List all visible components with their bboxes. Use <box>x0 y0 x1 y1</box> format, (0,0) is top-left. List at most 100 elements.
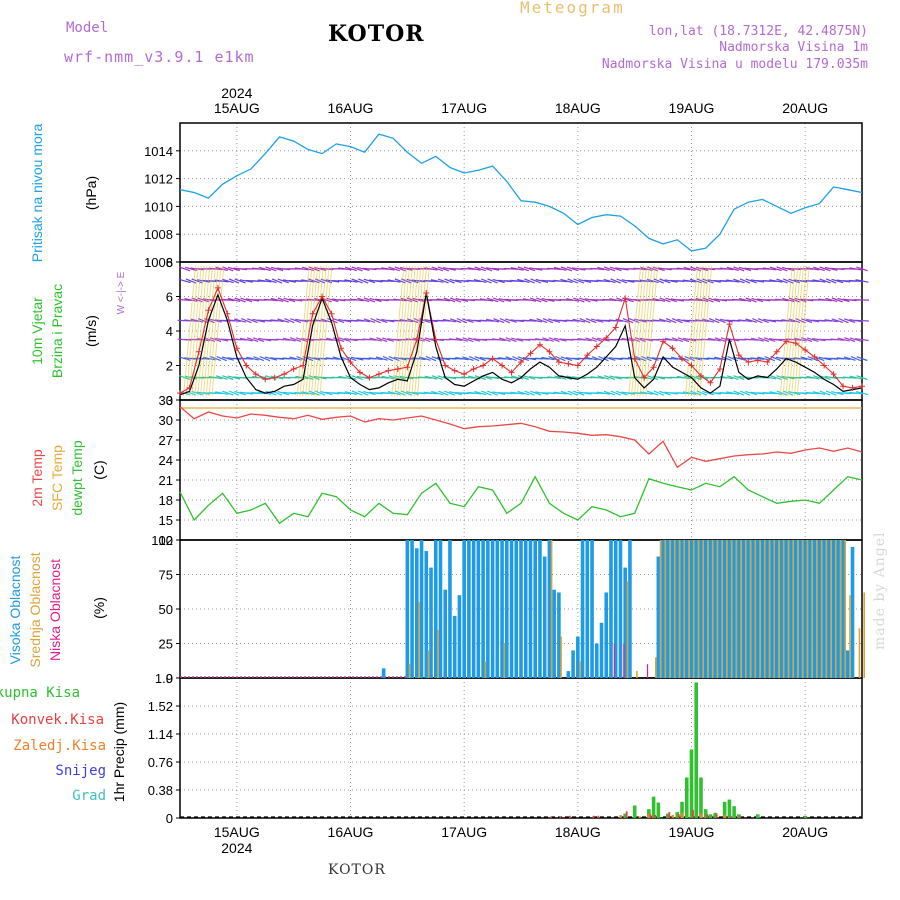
wind-vector <box>738 266 752 272</box>
wind-gust-marker <box>281 371 288 378</box>
mid-cloud-bar <box>749 540 752 678</box>
wind-vector <box>553 266 567 271</box>
wind-vector <box>707 357 722 360</box>
wind-vector <box>215 375 228 380</box>
y-tick-label: 0 <box>166 393 173 408</box>
wind-vector <box>603 278 616 284</box>
wind-vector <box>363 391 376 396</box>
high-cloud-bar <box>547 540 552 678</box>
wind-vector <box>234 297 246 303</box>
high-cloud-bar <box>424 551 429 678</box>
wind-vector <box>284 318 295 324</box>
high-cloud-bar <box>741 540 746 678</box>
wind-vector <box>289 337 302 343</box>
mid-cloud-bar <box>503 643 506 678</box>
wind-vector <box>462 356 474 361</box>
wind-vector <box>479 298 494 302</box>
total-precip-bar <box>684 777 689 818</box>
wind-vector <box>819 375 831 380</box>
low-cloud-bar <box>613 643 615 678</box>
wind-vector <box>522 298 537 302</box>
wind-vector <box>480 278 492 284</box>
conv-precip-bar <box>729 815 732 818</box>
pressure-units: (hPa) <box>83 176 99 210</box>
wind-gust-hatch <box>310 265 324 397</box>
coordinates-label: lon,lat (18.7312E, 42.4875N) <box>648 24 868 39</box>
total-precip-bar <box>756 814 760 818</box>
wind-gust-marker <box>650 364 657 371</box>
frozen-precip-bar <box>619 815 622 818</box>
high-cloud-bar <box>694 540 699 678</box>
wind-vector <box>487 390 499 396</box>
wind-vector <box>639 391 654 395</box>
high-cloud-bar <box>827 540 831 678</box>
wind-vector <box>598 355 609 362</box>
wind-vector <box>565 319 580 322</box>
y-tick-label: 4 <box>166 324 173 339</box>
wind-gust-marker <box>309 310 316 317</box>
wind-vector <box>259 355 271 362</box>
wind-vector <box>265 390 277 396</box>
wind-gust-marker <box>821 362 828 369</box>
frozen-precip-bar <box>671 815 674 818</box>
high-cloud-bar <box>841 540 845 678</box>
wind-vector <box>726 391 740 395</box>
high-cloud-bar <box>415 548 419 678</box>
wind-vector <box>468 337 481 342</box>
wind-vector <box>608 319 623 322</box>
wind-gust-marker <box>574 362 581 369</box>
high-cloud-bar <box>845 650 850 678</box>
high-cloud-bar <box>467 540 471 678</box>
wind-vector <box>739 390 751 396</box>
wind-gust-marker <box>716 365 723 372</box>
wind-vector <box>283 297 296 303</box>
wind-vector <box>733 375 745 381</box>
conv-precip-bar <box>649 814 652 818</box>
wind-gust-hatch <box>182 265 196 397</box>
wind-gust-hatch <box>308 265 322 397</box>
wind-vector <box>719 392 734 395</box>
panel-frame <box>179 122 863 263</box>
mid-cloud-bar <box>744 540 747 678</box>
wind-vector <box>782 278 794 284</box>
wind-gust-marker <box>679 355 686 362</box>
wind-vector <box>455 357 469 361</box>
wind-vector <box>467 391 481 395</box>
high-cloud-bar <box>381 668 386 678</box>
wind-vector <box>651 319 666 322</box>
high-cloud-bar <box>528 540 533 678</box>
total-precip-bar <box>623 813 627 818</box>
wind-vector <box>417 376 432 379</box>
wind-vector <box>659 390 671 396</box>
wind-gust-marker <box>593 343 600 350</box>
wind-vector <box>597 266 610 271</box>
wind-vector <box>473 279 487 283</box>
wind-vector <box>370 317 381 324</box>
wind-gust-hatch <box>202 265 216 397</box>
wind-vector <box>394 278 406 284</box>
wind-gust-hatch <box>411 265 425 397</box>
wind-vector <box>523 266 536 272</box>
wind-axis-title-1: 10m Vjetar <box>29 297 45 365</box>
x-day-label-bottom: 20AUG <box>782 824 828 840</box>
wind-vector <box>351 375 363 380</box>
wind-vector <box>664 337 678 342</box>
wind-gust-marker <box>735 352 742 359</box>
high-cloud-axis-title: Visoka Oblacnost <box>7 556 23 665</box>
pressure-line <box>179 133 863 252</box>
wind-vector <box>676 375 691 380</box>
high-cloud-bar <box>628 540 632 678</box>
mid-cloud-bar <box>550 540 553 678</box>
mid-cloud-bar <box>816 540 818 678</box>
wind-gust-hatch <box>633 265 647 397</box>
wind-vector <box>596 391 611 395</box>
wind-vector <box>327 317 338 324</box>
wind-vector <box>603 375 616 381</box>
wind-gust-marker <box>849 384 856 391</box>
wind-vector <box>382 337 394 342</box>
wind-vector <box>813 266 825 272</box>
wind-vector <box>733 278 745 284</box>
wind-gust-hatch <box>397 265 411 397</box>
x-day-label-top: 17AUG <box>441 100 487 116</box>
high-cloud-bar <box>703 540 708 678</box>
